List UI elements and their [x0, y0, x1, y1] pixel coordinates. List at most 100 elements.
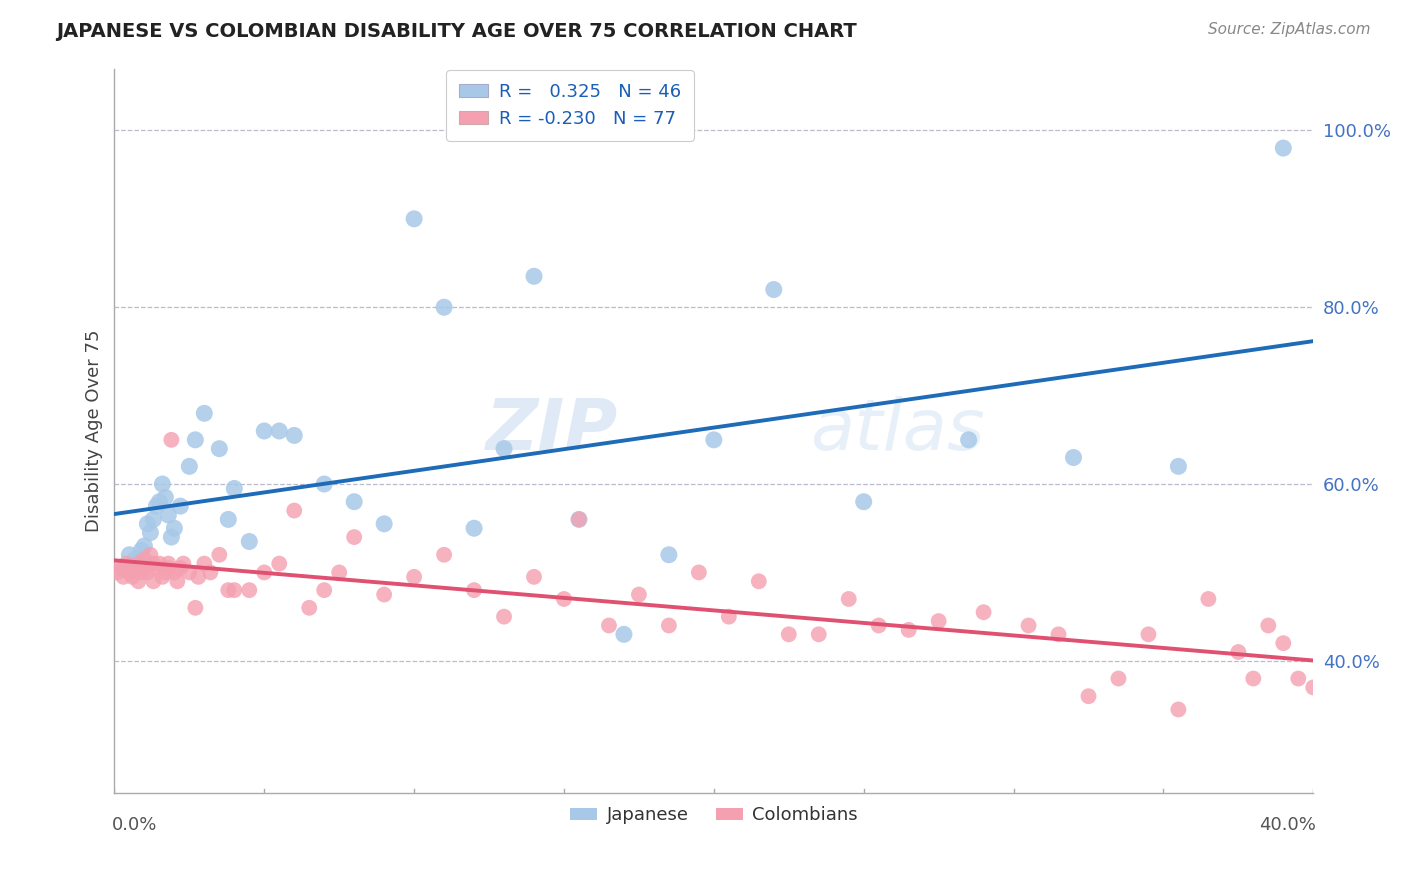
Point — [157, 561, 180, 575]
Point — [762, 283, 785, 297]
Point — [110, 561, 132, 575]
Point — [973, 605, 995, 619]
Point — [150, 477, 173, 491]
Point — [658, 548, 681, 562]
Text: ZIP: ZIP — [485, 396, 617, 466]
Point — [1063, 450, 1085, 465]
Point — [163, 566, 186, 580]
Point — [1272, 636, 1295, 650]
Point — [1241, 672, 1264, 686]
Point — [1047, 627, 1070, 641]
Point — [160, 530, 183, 544]
Point — [208, 548, 231, 562]
Text: 0.0%: 0.0% — [111, 815, 157, 833]
Point — [145, 499, 167, 513]
Point — [142, 512, 165, 526]
Point — [166, 574, 188, 589]
Point — [269, 424, 291, 438]
Point — [627, 588, 650, 602]
Point — [131, 566, 153, 580]
Point — [553, 591, 575, 606]
Point — [157, 508, 180, 522]
Point — [121, 570, 143, 584]
Point — [1286, 672, 1309, 686]
Point — [283, 503, 305, 517]
Point — [807, 627, 830, 641]
Text: Source: ZipAtlas.com: Source: ZipAtlas.com — [1208, 22, 1371, 37]
Point — [115, 557, 138, 571]
Point — [1107, 672, 1129, 686]
Point — [343, 530, 366, 544]
Point — [184, 600, 207, 615]
Point — [568, 512, 591, 526]
Point — [373, 588, 395, 602]
Point — [193, 557, 215, 571]
Point — [127, 557, 149, 571]
Point — [150, 570, 173, 584]
Point — [200, 566, 222, 580]
Point — [142, 557, 165, 571]
Point — [131, 543, 153, 558]
Point — [1077, 690, 1099, 704]
Point — [127, 574, 149, 589]
Text: JAPANESE VS COLOMBIAN DISABILITY AGE OVER 75 CORRELATION CHART: JAPANESE VS COLOMBIAN DISABILITY AGE OVE… — [56, 22, 858, 41]
Point — [523, 570, 546, 584]
Point — [179, 566, 201, 580]
Point — [314, 583, 336, 598]
Point — [179, 459, 201, 474]
Point — [187, 570, 209, 584]
Point — [127, 557, 149, 571]
Text: atlas: atlas — [810, 396, 984, 466]
Point — [852, 494, 875, 508]
Point — [404, 570, 426, 584]
Point — [343, 494, 366, 508]
Point — [1227, 645, 1250, 659]
Point — [124, 561, 146, 575]
Point — [107, 566, 129, 580]
Point — [118, 548, 141, 562]
Point — [433, 300, 456, 314]
Legend: Japanese, Colombians: Japanese, Colombians — [564, 799, 865, 831]
Point — [1257, 618, 1279, 632]
Point — [463, 583, 485, 598]
Point — [613, 627, 636, 641]
Point — [433, 548, 456, 562]
Point — [224, 482, 246, 496]
Point — [373, 516, 395, 531]
Point — [139, 548, 162, 562]
Point — [208, 442, 231, 456]
Point — [1137, 627, 1160, 641]
Point — [145, 561, 167, 575]
Point — [134, 561, 156, 575]
Point — [124, 552, 146, 566]
Point — [136, 566, 159, 580]
Point — [928, 614, 950, 628]
Point — [463, 521, 485, 535]
Point — [217, 583, 239, 598]
Point — [717, 609, 740, 624]
Point — [169, 499, 191, 513]
Point — [238, 583, 260, 598]
Point — [148, 494, 170, 508]
Point — [172, 557, 194, 571]
Point — [121, 561, 143, 575]
Point — [328, 566, 350, 580]
Point — [283, 428, 305, 442]
Point — [253, 424, 276, 438]
Y-axis label: Disability Age Over 75: Disability Age Over 75 — [86, 330, 103, 533]
Point — [778, 627, 800, 641]
Point — [492, 442, 515, 456]
Point — [868, 618, 890, 632]
Point — [703, 433, 725, 447]
Point — [1167, 702, 1189, 716]
Point — [142, 574, 165, 589]
Point — [1302, 681, 1324, 695]
Point — [169, 561, 191, 575]
Point — [1197, 591, 1219, 606]
Point — [492, 609, 515, 624]
Point — [184, 433, 207, 447]
Point — [658, 618, 681, 632]
Point — [957, 433, 980, 447]
Point — [155, 566, 177, 580]
Point — [217, 512, 239, 526]
